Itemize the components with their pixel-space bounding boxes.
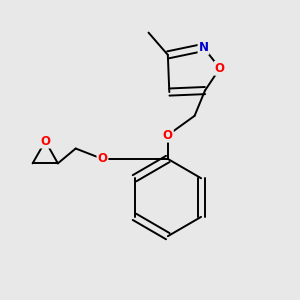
Text: O: O	[98, 152, 107, 165]
Text: N: N	[199, 41, 208, 54]
Text: O: O	[215, 62, 225, 75]
Text: O: O	[40, 135, 50, 148]
Text: O: O	[163, 129, 173, 142]
